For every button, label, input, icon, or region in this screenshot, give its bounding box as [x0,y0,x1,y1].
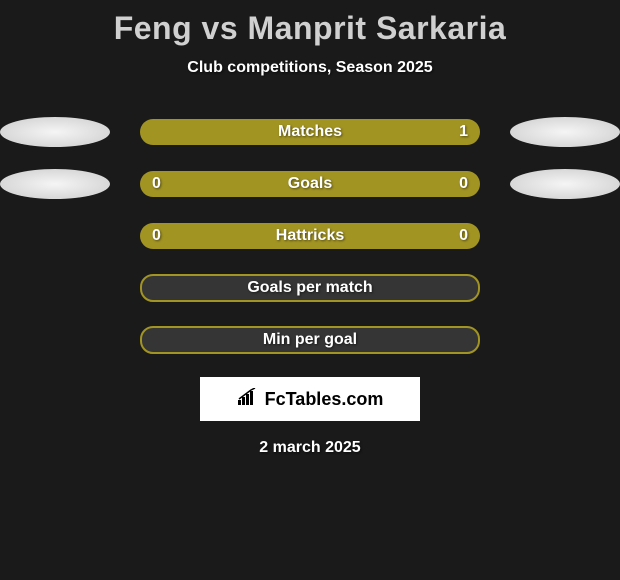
marker-placeholder [0,273,110,303]
stat-right-value: 1 [459,123,468,141]
stat-row-goals: 0 Goals 0 [0,169,620,199]
stat-label: Goals per match [247,279,372,297]
stat-label: Hattricks [276,227,344,245]
chart-icon [237,388,259,411]
stat-bar: Min per goal [140,326,480,354]
marker-placeholder [510,273,620,303]
stat-bar: 0 Goals 0 [140,171,480,197]
page-title: Feng vs Manprit Sarkaria [0,10,620,47]
page-subtitle: Club competitions, Season 2025 [0,59,620,77]
stat-row-min-per-goal: Min per goal [0,325,620,355]
stat-right-value: 0 [459,175,468,193]
player-left-marker [0,117,110,147]
marker-placeholder [0,221,110,251]
player-left-marker [0,169,110,199]
player-right-marker [510,169,620,199]
comparison-infographic: Feng vs Manprit Sarkaria Club competitio… [0,0,620,467]
player-right-marker [510,117,620,147]
comparison-date: 2 march 2025 [0,439,620,457]
marker-placeholder [510,325,620,355]
stat-left-value: 0 [152,227,161,245]
stat-label: Min per goal [263,331,357,349]
stat-bar: Goals per match [140,274,480,302]
stat-row-hattricks: 0 Hattricks 0 [0,221,620,251]
logo-text: FcTables.com [265,389,384,410]
marker-placeholder [510,221,620,251]
stat-left-value: 0 [152,175,161,193]
stat-label: Goals [288,175,332,193]
stat-bar: Matches 1 [140,119,480,145]
stat-row-matches: Matches 1 [0,117,620,147]
stat-bar: 0 Hattricks 0 [140,223,480,249]
stat-label: Matches [278,123,342,141]
fctables-logo: FcTables.com [200,377,420,421]
marker-placeholder [0,325,110,355]
stat-row-goals-per-match: Goals per match [0,273,620,303]
stat-right-value: 0 [459,227,468,245]
